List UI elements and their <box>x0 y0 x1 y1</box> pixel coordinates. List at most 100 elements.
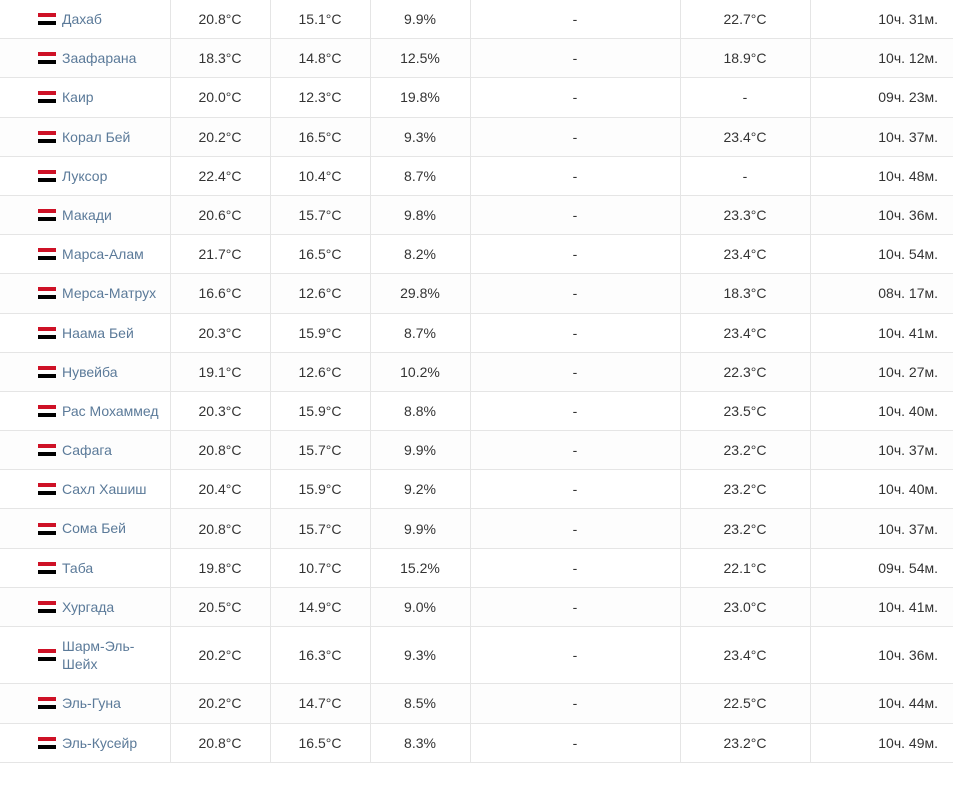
temp-low-cell: 15.9°C <box>270 470 370 509</box>
water-temp-cell: 23.4°C <box>680 117 810 156</box>
water-temp-cell: 23.3°C <box>680 195 810 234</box>
percent-cell: 8.7% <box>370 156 470 195</box>
city-link[interactable]: Луксор <box>62 167 107 185</box>
city-link[interactable]: Нувейба <box>62 363 117 381</box>
percent-cell: 29.8% <box>370 274 470 313</box>
egypt-flag-icon <box>38 170 56 182</box>
water-temp-cell: 23.4°C <box>680 627 810 684</box>
table-row: Наама Бей 20.3°C 15.9°C 8.7% - 23.4°C 10… <box>0 313 953 352</box>
table-row: Рас Мохаммед 20.3°C 15.9°C 8.8% - 23.5°C… <box>0 391 953 430</box>
temp-low-cell: 16.5°C <box>270 117 370 156</box>
egypt-flag-icon <box>38 562 56 574</box>
dash-cell: - <box>470 0 680 39</box>
table-row: Нувейба 19.1°C 12.6°C 10.2% - 22.3°C 10ч… <box>0 352 953 391</box>
percent-cell: 15.2% <box>370 548 470 587</box>
city-link[interactable]: Мерса-Матрух <box>62 284 156 302</box>
city-link[interactable]: Таба <box>62 559 93 577</box>
temp-low-cell: 16.5°C <box>270 235 370 274</box>
dash-cell: - <box>470 391 680 430</box>
water-temp-cell: 23.2°C <box>680 431 810 470</box>
temp-high-cell: 20.4°C <box>170 470 270 509</box>
temp-high-cell: 18.3°C <box>170 39 270 78</box>
temp-high-cell: 19.1°C <box>170 352 270 391</box>
daylight-cell: 10ч. 40м. <box>810 470 953 509</box>
city-cell: Хургада <box>0 587 170 626</box>
dash-cell: - <box>470 470 680 509</box>
temp-low-cell: 15.9°C <box>270 391 370 430</box>
city-link[interactable]: Дахаб <box>62 10 102 28</box>
dash-cell: - <box>470 723 680 762</box>
temp-low-cell: 14.8°C <box>270 39 370 78</box>
weather-table: Дахаб 20.8°C 15.1°C 9.9% - 22.7°C 10ч. 3… <box>0 0 953 763</box>
temp-low-cell: 14.7°C <box>270 684 370 723</box>
egypt-flag-icon <box>38 287 56 299</box>
dash-cell: - <box>470 431 680 470</box>
city-link[interactable]: Заафарана <box>62 49 136 67</box>
temp-low-cell: 16.3°C <box>270 627 370 684</box>
city-cell: Луксор <box>0 156 170 195</box>
water-temp-cell: 23.0°C <box>680 587 810 626</box>
water-temp-cell: 23.4°C <box>680 235 810 274</box>
water-temp-cell: 22.3°C <box>680 352 810 391</box>
city-link[interactable]: Эль-Кусейр <box>62 734 137 752</box>
daylight-cell: 10ч. 44м. <box>810 684 953 723</box>
city-cell: Таба <box>0 548 170 587</box>
temp-low-cell: 16.5°C <box>270 723 370 762</box>
city-link[interactable]: Эль-Гуна <box>62 694 121 712</box>
city-cell: Макади <box>0 195 170 234</box>
egypt-flag-icon <box>38 483 56 495</box>
daylight-cell: 09ч. 54м. <box>810 548 953 587</box>
city-cell: Сахл Хашиш <box>0 470 170 509</box>
egypt-flag-icon <box>38 737 56 749</box>
daylight-cell: 10ч. 49м. <box>810 723 953 762</box>
table-row: Эль-Кусейр 20.8°C 16.5°C 8.3% - 23.2°C 1… <box>0 723 953 762</box>
temp-low-cell: 12.3°C <box>270 78 370 117</box>
water-temp-cell: 22.1°C <box>680 548 810 587</box>
dash-cell: - <box>470 235 680 274</box>
temp-low-cell: 12.6°C <box>270 274 370 313</box>
temp-high-cell: 20.6°C <box>170 195 270 234</box>
city-cell: Каир <box>0 78 170 117</box>
egypt-flag-icon <box>38 697 56 709</box>
city-cell: Эль-Кусейр <box>0 723 170 762</box>
egypt-flag-icon <box>38 444 56 456</box>
temp-high-cell: 20.8°C <box>170 431 270 470</box>
city-link[interactable]: Сома Бей <box>62 519 126 537</box>
city-link[interactable]: Сафага <box>62 441 112 459</box>
temp-low-cell: 14.9°C <box>270 587 370 626</box>
temp-low-cell: 12.6°C <box>270 352 370 391</box>
water-temp-cell: - <box>680 78 810 117</box>
city-link[interactable]: Хургада <box>62 598 114 616</box>
daylight-cell: 08ч. 17м. <box>810 274 953 313</box>
temp-high-cell: 19.8°C <box>170 548 270 587</box>
water-temp-cell: 22.5°C <box>680 684 810 723</box>
temp-low-cell: 10.7°C <box>270 548 370 587</box>
water-temp-cell: 18.3°C <box>680 274 810 313</box>
table-row: Сахл Хашиш 20.4°C 15.9°C 9.2% - 23.2°C 1… <box>0 470 953 509</box>
percent-cell: 8.7% <box>370 313 470 352</box>
city-cell: Сома Бей <box>0 509 170 548</box>
table-row: Таба 19.8°C 10.7°C 15.2% - 22.1°C 09ч. 5… <box>0 548 953 587</box>
temp-high-cell: 22.4°C <box>170 156 270 195</box>
water-temp-cell: 23.5°C <box>680 391 810 430</box>
table-row: Дахаб 20.8°C 15.1°C 9.9% - 22.7°C 10ч. 3… <box>0 0 953 39</box>
percent-cell: 8.3% <box>370 723 470 762</box>
temp-high-cell: 20.0°C <box>170 78 270 117</box>
city-link[interactable]: Корал Бей <box>62 128 130 146</box>
temp-high-cell: 20.2°C <box>170 684 270 723</box>
city-link[interactable]: Рас Мохаммед <box>62 402 159 420</box>
city-link[interactable]: Наама Бей <box>62 324 134 342</box>
city-link[interactable]: Каир <box>62 88 94 106</box>
egypt-flag-icon <box>38 209 56 221</box>
percent-cell: 9.3% <box>370 627 470 684</box>
city-link[interactable]: Шарм-Эль-Шейх <box>62 637 162 673</box>
city-cell: Эль-Гуна <box>0 684 170 723</box>
city-link[interactable]: Марса-Алам <box>62 245 144 263</box>
temp-low-cell: 15.1°C <box>270 0 370 39</box>
city-link[interactable]: Макади <box>62 206 112 224</box>
dash-cell: - <box>470 587 680 626</box>
percent-cell: 9.8% <box>370 195 470 234</box>
egypt-flag-icon <box>38 91 56 103</box>
city-link[interactable]: Сахл Хашиш <box>62 480 147 498</box>
table-row: Корал Бей 20.2°C 16.5°C 9.3% - 23.4°C 10… <box>0 117 953 156</box>
